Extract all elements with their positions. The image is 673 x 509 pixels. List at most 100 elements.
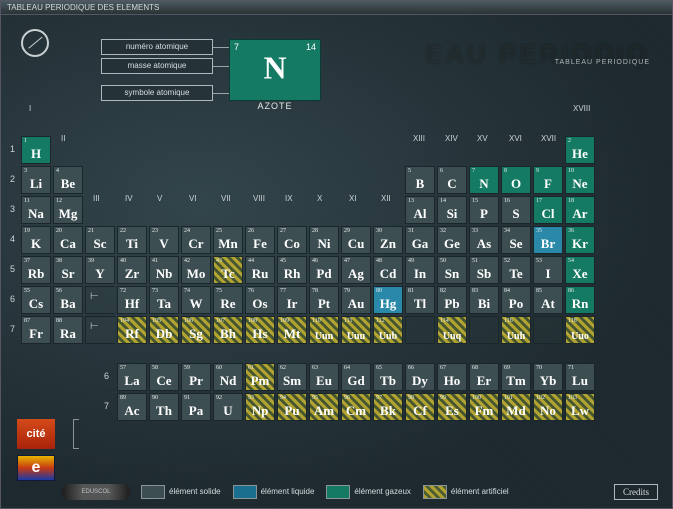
element-cell-Pu[interactable]: 94Pu [277,393,307,421]
element-cell-Hf[interactable]: 72Hf [117,286,147,314]
element-cell-Bi[interactable]: 83Bi [469,286,499,314]
element-cell-Md[interactable]: 101Md [501,393,531,421]
logo-e[interactable]: e [17,455,55,481]
element-cell-Zn[interactable]: 30Zn [373,226,403,254]
element-cell-Al[interactable]: 13Al [405,196,435,224]
element-cell-Cl[interactable]: 17Cl [533,196,563,224]
element-cell-Ne[interactable]: 10Ne [565,166,595,194]
element-cell-Pr[interactable]: 59Pr [181,363,211,391]
element-cell-Pm[interactable]: 61Pm [245,363,275,391]
element-cell-Lu[interactable]: 71Lu [565,363,595,391]
element-cell-Tl[interactable]: 81Tl [405,286,435,314]
element-cell-Po[interactable]: 84Po [501,286,531,314]
element-cell-Mn[interactable]: 25Mn [213,226,243,254]
element-cell-Rb[interactable]: 37Rb [21,256,51,284]
element-cell-Rf[interactable]: 104Rf [117,316,147,344]
element-cell-Cu[interactable]: 29Cu [341,226,371,254]
credits-button[interactable]: Credits [614,484,658,500]
element-cell-Ba[interactable]: 56Ba [53,286,83,314]
element-cell-Ag[interactable]: 47Ag [341,256,371,284]
element-cell-Np[interactable]: 93Np [245,393,275,421]
element-cell-Mg[interactable]: 12Mg [53,196,83,224]
element-cell-Pa[interactable]: 91Pa [181,393,211,421]
element-cell-Tc[interactable]: 43Tc [213,256,243,284]
element-cell-Rn[interactable]: 86Rn [565,286,595,314]
element-cell-Sc[interactable]: 21Sc [85,226,115,254]
element-cell-Uuh[interactable]: 116Uuh [501,316,531,344]
element-cell-Cf[interactable]: 98Cf [405,393,435,421]
element-cell-Ta[interactable]: 73Ta [149,286,179,314]
element-cell-K[interactable]: 19K [21,226,51,254]
reset-icon[interactable] [21,29,49,57]
element-cell-Se[interactable]: 34Se [501,226,531,254]
element-cell-Ge[interactable]: 32Ge [437,226,467,254]
element-cell-Os[interactable]: 76Os [245,286,275,314]
element-cell-Uuo[interactable]: 118Uuo [565,316,595,344]
element-cell-Er[interactable]: 68Er [469,363,499,391]
element-cell-Bh[interactable]: 107Bh [213,316,243,344]
element-cell-Sm[interactable]: 62Sm [277,363,307,391]
logo-cite[interactable]: cité [17,419,55,449]
element-cell-He[interactable]: 2He [565,136,595,164]
element-cell-Cd[interactable]: 48Cd [373,256,403,284]
element-cell-B[interactable]: 5B [405,166,435,194]
element-cell-Ti[interactable]: 22Ti [117,226,147,254]
element-cell-Y[interactable]: 39Y [85,256,115,284]
element-cell-Uuu[interactable]: 111Uuu [341,316,371,344]
element-cell-Fm[interactable]: 100Fm [469,393,499,421]
element-cell-Au[interactable]: 79Au [341,286,371,314]
element-cell-Fe[interactable]: 26Fe [245,226,275,254]
element-cell-H[interactable]: 1H [21,136,51,164]
element-cell-Sr[interactable]: 38Sr [53,256,83,284]
element-cell-Kr[interactable]: 36Kr [565,226,595,254]
element-cell-Ga[interactable]: 31Ga [405,226,435,254]
element-cell-Rh[interactable]: 45Rh [277,256,307,284]
element-cell-P[interactable]: 15P [469,196,499,224]
element-cell-Ra[interactable]: 88Ra [53,316,83,344]
element-cell-As[interactable]: 33As [469,226,499,254]
element-cell-Pb[interactable]: 82Pb [437,286,467,314]
element-cell-Pd[interactable]: 46Pd [309,256,339,284]
element-cell-In[interactable]: 49In [405,256,435,284]
logo-eduscol[interactable]: EDUSCOL [61,484,131,500]
element-cell-Lw[interactable]: 103Lw [565,393,595,421]
element-cell-Hs[interactable]: 108Hs [245,316,275,344]
element-cell-Cm[interactable]: 96Cm [341,393,371,421]
element-cell-Ca[interactable]: 20Ca [53,226,83,254]
element-cell-O[interactable]: 8O [501,166,531,194]
element-cell-Tb[interactable]: 65Tb [373,363,403,391]
element-cell-Zr[interactable]: 40Zr [117,256,147,284]
element-cell-W[interactable]: 74W [181,286,211,314]
element-cell-Nd[interactable]: 60Nd [213,363,243,391]
element-cell-Gd[interactable]: 64Gd [341,363,371,391]
element-cell-Cr[interactable]: 24Cr [181,226,211,254]
element-cell-Ce[interactable]: 58Ce [149,363,179,391]
element-cell-Dy[interactable]: 66Dy [405,363,435,391]
element-cell-C[interactable]: 6C [437,166,467,194]
element-cell-Uun[interactable]: 110Uun [309,316,339,344]
element-cell-Te[interactable]: 52Te [501,256,531,284]
element-cell-Eu[interactable]: 63Eu [309,363,339,391]
element-cell-Uuq[interactable]: 114Uuq [437,316,467,344]
element-cell-I[interactable]: 53I [533,256,563,284]
element-cell-Ir[interactable]: 77Ir [277,286,307,314]
element-cell-Th[interactable]: 90Th [149,393,179,421]
element-cell-Mo[interactable]: 42Mo [181,256,211,284]
element-cell-F[interactable]: 9F [533,166,563,194]
element-cell-Tm[interactable]: 69Tm [501,363,531,391]
element-cell-Li[interactable]: 3Li [21,166,51,194]
element-cell-At[interactable]: 85At [533,286,563,314]
element-cell-Xe[interactable]: 54Xe [565,256,595,284]
element-cell-Na[interactable]: 11Na [21,196,51,224]
element-cell-Si[interactable]: 14Si [437,196,467,224]
element-cell-Es[interactable]: 99Es [437,393,467,421]
element-cell-Uub[interactable]: 112Uub [373,316,403,344]
element-cell-Ru[interactable]: 44Ru [245,256,275,284]
element-cell-S[interactable]: 16S [501,196,531,224]
element-cell-No[interactable]: 102No [533,393,563,421]
element-cell-Fr[interactable]: 87Fr [21,316,51,344]
element-cell-Ac[interactable]: 89Ac [117,393,147,421]
element-cell-U[interactable]: 92U [213,393,243,421]
element-cell-Bk[interactable]: 97Bk [373,393,403,421]
element-cell-Nb[interactable]: 41Nb [149,256,179,284]
